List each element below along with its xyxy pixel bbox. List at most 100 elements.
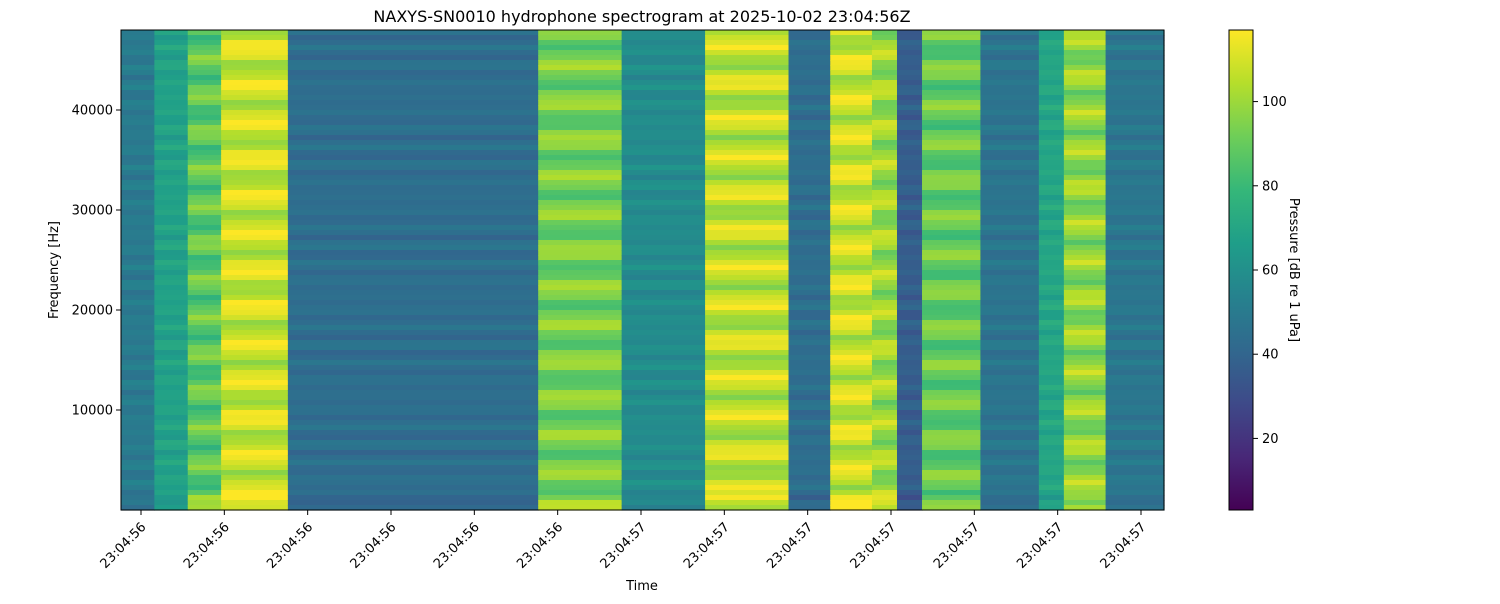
spectrogram-cell xyxy=(538,90,623,96)
spectrogram-cell xyxy=(621,110,706,116)
x-tick-label: 23:04:57 xyxy=(848,520,900,572)
spectrogram-cell xyxy=(922,505,982,511)
spectrogram-cell xyxy=(187,225,222,231)
spectrogram-cell xyxy=(896,180,923,186)
spectrogram-cell xyxy=(896,330,923,336)
spectrogram-cell xyxy=(830,125,873,131)
spectrogram-cell xyxy=(1038,30,1065,36)
spectrogram-cell xyxy=(287,250,539,256)
spectrogram-cell xyxy=(121,255,155,261)
spectrogram-cell xyxy=(621,160,706,166)
spectrogram-cell xyxy=(287,60,539,66)
spectrogram-cell xyxy=(187,475,222,481)
spectrogram-cell xyxy=(705,185,790,191)
spectrogram-cell xyxy=(896,285,923,291)
spectrogram-cell xyxy=(871,430,898,436)
spectrogram-cell xyxy=(871,115,898,121)
spectrogram-cell xyxy=(922,270,982,276)
spectrogram-cell xyxy=(538,35,623,41)
spectrogram-cell xyxy=(221,370,289,376)
spectrogram-cell xyxy=(871,60,898,66)
spectrogram-cell xyxy=(1063,400,1107,406)
spectrogram-cell xyxy=(121,480,155,486)
spectrogram-cell xyxy=(980,210,1040,216)
spectrogram-cell xyxy=(1063,55,1107,61)
spectrogram-cell xyxy=(1063,280,1107,286)
spectrogram-cell xyxy=(154,135,189,141)
spectrogram-cell xyxy=(1038,160,1065,166)
spectrogram-cell xyxy=(1063,465,1107,471)
spectrogram-cell xyxy=(154,320,189,326)
spectrogram-cell xyxy=(896,465,923,471)
spectrogram-cell xyxy=(830,450,873,456)
spectrogram-cell xyxy=(1038,125,1065,131)
spectrogram-cell xyxy=(788,260,831,266)
spectrogram-cell xyxy=(621,425,706,431)
spectrogram-cell xyxy=(154,215,189,221)
spectrogram-cell xyxy=(871,305,898,311)
spectrogram-cell xyxy=(287,435,539,441)
spectrogram-cell xyxy=(287,115,539,121)
spectrogram-cell xyxy=(1038,480,1065,486)
spectrogram-cell xyxy=(221,110,289,116)
spectrogram-cell xyxy=(121,365,155,371)
spectrogram-cell xyxy=(1105,140,1165,146)
spectrogram-cell xyxy=(1105,165,1165,171)
spectrogram-cell xyxy=(221,230,289,236)
spectrogram-cell xyxy=(830,150,873,156)
spectrogram-cell xyxy=(121,395,155,401)
spectrogram-cell xyxy=(187,385,222,391)
spectrogram-cell xyxy=(788,415,831,421)
spectrogram-cell xyxy=(154,340,189,346)
spectrogram-cell xyxy=(187,150,222,156)
spectrogram-cell xyxy=(538,400,623,406)
spectrogram-cell xyxy=(830,105,873,111)
spectrogram-cell xyxy=(287,410,539,416)
spectrogram-cell xyxy=(830,295,873,301)
spectrogram-cell xyxy=(830,360,873,366)
spectrogram-cell xyxy=(896,350,923,356)
spectrogram-cell xyxy=(705,330,790,336)
spectrogram-cell xyxy=(896,460,923,466)
spectrogram-cell xyxy=(1038,75,1065,81)
spectrogram-cell xyxy=(871,475,898,481)
spectrogram-cell xyxy=(980,440,1040,446)
spectrogram-cell xyxy=(871,95,898,101)
spectrogram-cell xyxy=(788,255,831,261)
spectrogram-cell xyxy=(538,205,623,211)
spectrogram-cell xyxy=(980,90,1040,96)
spectrogram-cell xyxy=(871,75,898,81)
spectrogram-cell xyxy=(287,110,539,116)
spectrogram-cell xyxy=(705,150,790,156)
spectrogram-cell xyxy=(980,145,1040,151)
spectrogram-cell xyxy=(1063,170,1107,176)
spectrogram-cell xyxy=(896,275,923,281)
spectrogram-cell xyxy=(896,355,923,361)
spectrogram-cell xyxy=(922,30,982,36)
spectrogram-cell xyxy=(1038,365,1065,371)
spectrogram-cell xyxy=(896,325,923,331)
spectrogram-cell xyxy=(287,90,539,96)
spectrogram-cell xyxy=(221,130,289,136)
spectrogram-cell xyxy=(154,145,189,151)
spectrogram-cell xyxy=(1038,45,1065,51)
spectrogram-cell xyxy=(621,120,706,126)
spectrogram-cell xyxy=(121,125,155,131)
spectrogram-cell xyxy=(621,115,706,121)
spectrogram-cell xyxy=(1038,245,1065,251)
spectrogram-cell xyxy=(187,455,222,461)
spectrogram-cell xyxy=(705,370,790,376)
spectrogram-cell xyxy=(538,160,623,166)
spectrogram-cell xyxy=(1105,215,1165,221)
spectrogram-cell xyxy=(1105,30,1165,36)
spectrogram-cell xyxy=(287,225,539,231)
spectrogram-cell xyxy=(1063,285,1107,291)
spectrogram-cell xyxy=(705,70,790,76)
spectrogram-cell xyxy=(980,470,1040,476)
spectrogram-cell xyxy=(922,395,982,401)
spectrogram-cell xyxy=(705,255,790,261)
spectrogram-cell xyxy=(1063,295,1107,301)
spectrogram-cell xyxy=(980,45,1040,51)
spectrogram-cell xyxy=(1063,305,1107,311)
spectrogram-cell xyxy=(922,445,982,451)
